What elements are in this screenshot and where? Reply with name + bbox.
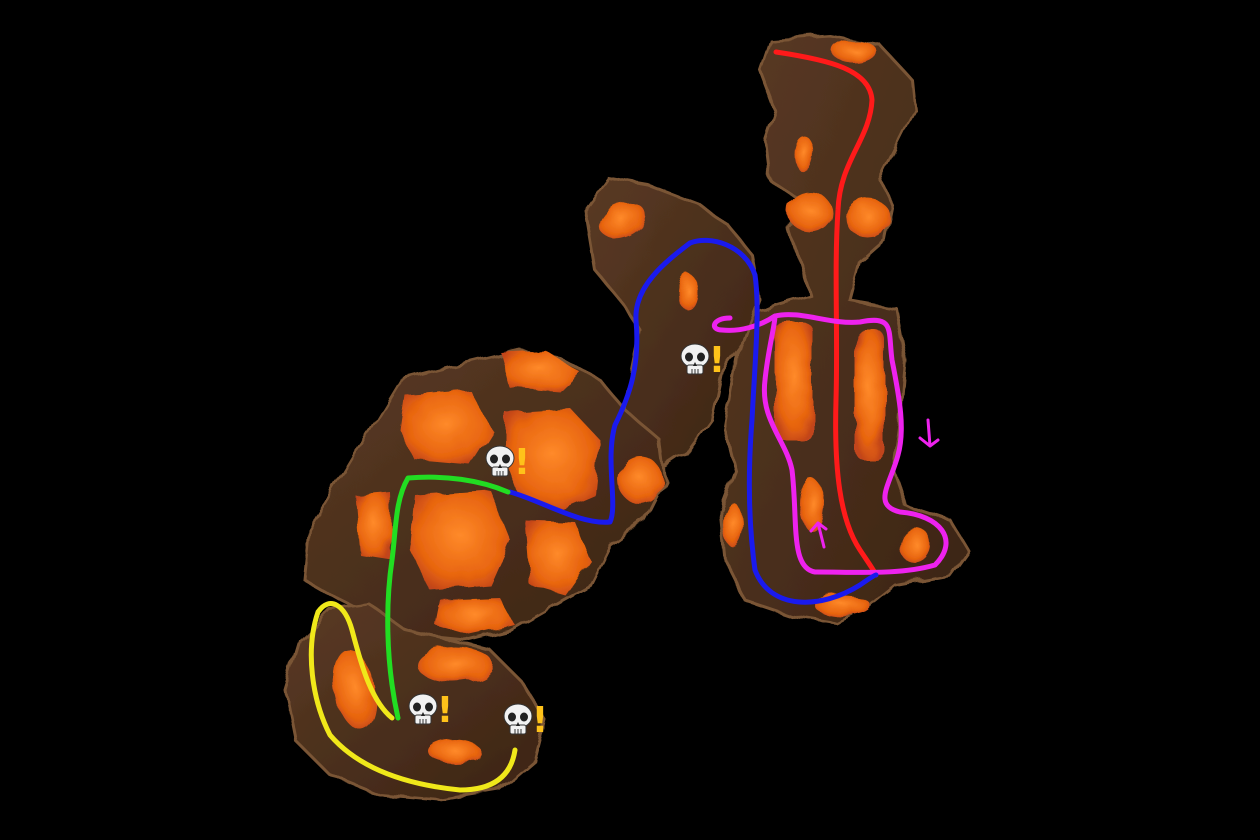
danger-marker[interactable]: ! xyxy=(503,700,548,741)
lava-pool xyxy=(800,479,824,531)
skull-icon xyxy=(408,693,438,725)
skull-icon xyxy=(680,343,710,375)
route-blue[interactable] xyxy=(507,237,879,605)
lava-pool xyxy=(355,492,392,560)
skull-icon xyxy=(503,703,533,735)
lava-pools xyxy=(334,40,931,764)
danger-marker[interactable]: ! xyxy=(485,442,530,483)
lava-pool xyxy=(899,527,931,563)
exclamation-icon: ! xyxy=(709,340,725,381)
lava-pool xyxy=(833,40,877,64)
lava-pool xyxy=(505,408,600,510)
lava-pool xyxy=(846,198,890,238)
lava-pool xyxy=(525,520,590,595)
danger-marker[interactable]: ! xyxy=(680,340,725,381)
lava-pool xyxy=(855,330,885,460)
routes xyxy=(308,49,949,793)
danger-marker[interactable]: ! xyxy=(408,690,453,731)
lava-pool xyxy=(400,390,492,465)
skull-icon xyxy=(485,445,515,477)
lava-pool xyxy=(417,647,493,683)
lava-pool xyxy=(678,274,698,310)
direction-arrows xyxy=(809,418,940,549)
lava-pool xyxy=(723,503,743,547)
lava-pool xyxy=(599,202,645,238)
lava-pool xyxy=(500,350,580,392)
lava-pool xyxy=(618,456,662,504)
route-green[interactable] xyxy=(385,474,511,721)
lava-pool xyxy=(814,595,870,615)
arrow-up-icon xyxy=(809,521,828,549)
arrow-down-icon xyxy=(918,418,940,448)
danger-markers: !!!! xyxy=(408,340,725,741)
lava-pool xyxy=(435,598,515,635)
exclamation-icon: ! xyxy=(437,690,453,731)
terrain-north-tower xyxy=(718,34,970,624)
lava-pool xyxy=(775,322,813,442)
exclamation-icon: ! xyxy=(532,700,548,741)
lava-pool xyxy=(429,740,481,764)
lava-pool xyxy=(795,137,815,173)
lava-pool xyxy=(788,192,832,232)
route-red[interactable] xyxy=(773,49,879,578)
exclamation-icon: ! xyxy=(514,442,530,483)
route-yellow[interactable] xyxy=(308,601,518,793)
lava-pool xyxy=(410,490,510,590)
route-magenta[interactable] xyxy=(712,312,949,575)
